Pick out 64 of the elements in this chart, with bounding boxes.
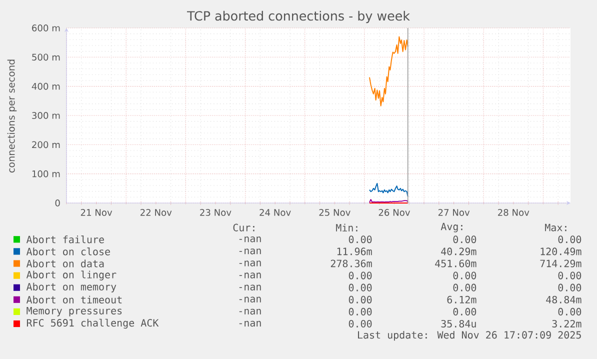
- text: Cur:: [233, 224, 254, 232]
- legend-label: Abort on data: [26, 260, 104, 268]
- legend-label: Abort on memory: [26, 282, 116, 292]
- legend-label: Abort on close: [26, 248, 110, 256]
- y-axis-title: connections per second: [7, 60, 17, 173]
- text: -nan: [239, 284, 261, 290]
- text: -nan: [239, 272, 261, 278]
- y-tick-label: 400 m: [32, 82, 60, 90]
- text: 48.84m: [546, 296, 582, 304]
- x-tick-label: 26 Nov: [378, 209, 410, 216]
- text: 0.00: [453, 284, 476, 292]
- text: 40.29m: [441, 248, 476, 256]
- text: Last update: Wed Nov 26 17:07:09 2025: [358, 330, 581, 341]
- legend-label: Abort failure: [26, 235, 104, 244]
- y-tick-label: 500 m: [32, 54, 60, 61]
- x-tick-label: 22 Nov: [140, 209, 172, 216]
- text: 35.84u: [441, 320, 476, 328]
- text: 0.00: [558, 284, 582, 292]
- y-tick-label: 100 m: [32, 170, 60, 178]
- chart-title: TCP aborted connections - by week: [186, 10, 410, 24]
- text: 714.29m: [540, 260, 582, 268]
- y-tick-label: 300 m: [32, 112, 60, 119]
- text: 451.60m: [435, 260, 476, 268]
- legend-label: Abort on timeout: [26, 296, 122, 304]
- text: 278.36m: [330, 260, 372, 268]
- text: Max:: [545, 224, 566, 232]
- text: 0.00: [453, 272, 476, 280]
- text: -nan: [239, 236, 261, 242]
- text: -nan: [239, 320, 261, 327]
- text: 0.00: [453, 308, 476, 316]
- text: 3.22m: [552, 320, 582, 328]
- x-tick-label: 27 Nov: [438, 209, 470, 216]
- text: -nan: [239, 296, 261, 303]
- text: -nan: [239, 248, 261, 254]
- line-series: [368, 182, 408, 198]
- legend-label: RFC 5691 challenge ACK: [26, 318, 159, 329]
- text: 6.12m: [447, 296, 476, 304]
- legend-label: Memory pressures: [26, 307, 122, 316]
- text: 0.00: [558, 272, 582, 280]
- x-tick-label: 24 Nov: [260, 209, 291, 216]
- x-tick-label: 25 Nov: [319, 209, 350, 216]
- text: 0.00: [453, 236, 476, 244]
- x-tick-label: 21 Nov: [80, 209, 112, 216]
- text: Min:: [336, 224, 358, 232]
- text: 11.96m: [337, 248, 372, 256]
- text: 0.00: [348, 236, 372, 244]
- line-series: [368, 36, 408, 106]
- y-tick-label: 200 m: [32, 141, 60, 148]
- text: 0.00: [348, 272, 372, 280]
- y-tick-label: 600 m: [32, 24, 60, 32]
- text: 0.00: [348, 284, 372, 292]
- text: 0.00: [348, 308, 372, 316]
- text: 0.00: [558, 308, 582, 316]
- legend-label: Abort on linger: [26, 270, 116, 280]
- text: -nan: [239, 260, 261, 266]
- text: 0.00: [348, 296, 372, 304]
- y-tick-label: 0: [55, 200, 60, 206]
- x-tick-label: 28 Nov: [498, 209, 530, 216]
- text: 0.00: [348, 320, 372, 328]
- text: -nan: [239, 308, 261, 315]
- text: Avg:: [440, 222, 462, 232]
- text: 0.00: [558, 236, 582, 244]
- x-tick-label: 23 Nov: [200, 209, 232, 216]
- text: 120.49m: [540, 248, 582, 256]
